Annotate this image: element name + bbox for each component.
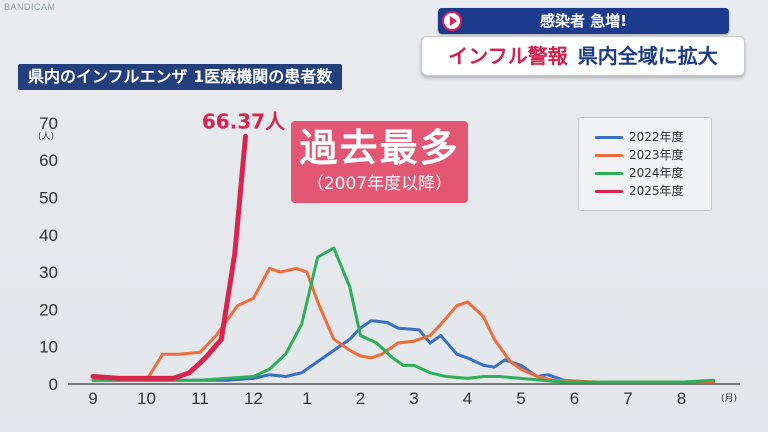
- y-tick-label: 50: [39, 189, 58, 208]
- headline-region-text: 県内全域に拡大: [577, 44, 718, 68]
- x-axis-unit: (月): [721, 393, 737, 404]
- x-tick-label: 5: [516, 389, 525, 408]
- legend-swatch-2023: [595, 154, 623, 157]
- legend-item-2025: 2025年度: [589, 182, 709, 200]
- headline-banner: 感染者 急増! インフル警報 県内全域に拡大: [421, 4, 745, 76]
- watermark-text: BANDICAM: [4, 2, 56, 12]
- legend-label-2023: 2023年度: [629, 148, 684, 162]
- series-line-2025: [90, 133, 248, 381]
- y-tick-label: 20: [39, 300, 58, 319]
- legend-swatch-2024: [595, 172, 623, 175]
- headline-subtitle: 感染者 急増!: [539, 12, 628, 30]
- x-tick-label: 3: [409, 389, 418, 408]
- x-tick-label: 11: [191, 389, 209, 408]
- legend-label-2024: 2024年度: [629, 166, 684, 180]
- play-icon: [442, 11, 462, 31]
- x-tick-label: 9: [88, 389, 97, 408]
- y-tick-label: 0: [49, 375, 58, 394]
- y-axis-unit: (人): [38, 131, 54, 142]
- record-badge: 過去最多 （2007年度以降）: [291, 121, 468, 203]
- legend-swatch-2025: [595, 190, 623, 193]
- y-tick-label: 60: [39, 151, 58, 170]
- series-line-2024: [91, 246, 716, 384]
- legend-item-2024: 2024年度: [589, 164, 709, 182]
- record-badge-sub: （2007年度以降）: [306, 174, 453, 194]
- headline-subtitle-bar: 感染者 急増!: [438, 8, 729, 34]
- chart-title: 県内のインフルエンザ 1医療機関の患者数: [18, 64, 343, 90]
- y-tick-label: 30: [39, 263, 58, 282]
- x-tick-label: 1: [302, 389, 311, 408]
- x-tick-label: 2: [356, 389, 365, 408]
- chart-legend: 2022年度 2023年度 2024年度 2025年度: [578, 117, 712, 211]
- x-tick-label: 8: [677, 389, 686, 408]
- x-tick-label: 6: [570, 389, 579, 408]
- x-tick-label: 12: [244, 389, 263, 408]
- legend-label-2022: 2022年度: [629, 130, 684, 144]
- y-tick-label: 40: [39, 226, 58, 245]
- series-line-2022: [91, 319, 716, 384]
- headline-alert-text: インフル警報: [448, 44, 568, 68]
- peak-value-label: 66.37人: [202, 109, 286, 133]
- legend-item-2023: 2023年度: [589, 146, 709, 164]
- y-tick-label: 70: [39, 114, 58, 133]
- y-tick-label: 10: [39, 338, 58, 357]
- legend-label-2025: 2025年度: [629, 184, 684, 198]
- x-tick-label: 7: [623, 389, 632, 408]
- legend-swatch-2022: [595, 136, 623, 139]
- headline-main-box: インフル警報 県内全域に拡大: [421, 36, 745, 76]
- x-tick-label: 10: [137, 389, 156, 408]
- record-badge-main: 過去最多: [299, 126, 460, 170]
- x-tick-label: 4: [463, 389, 472, 408]
- legend-item-2022: 2022年度: [589, 128, 709, 146]
